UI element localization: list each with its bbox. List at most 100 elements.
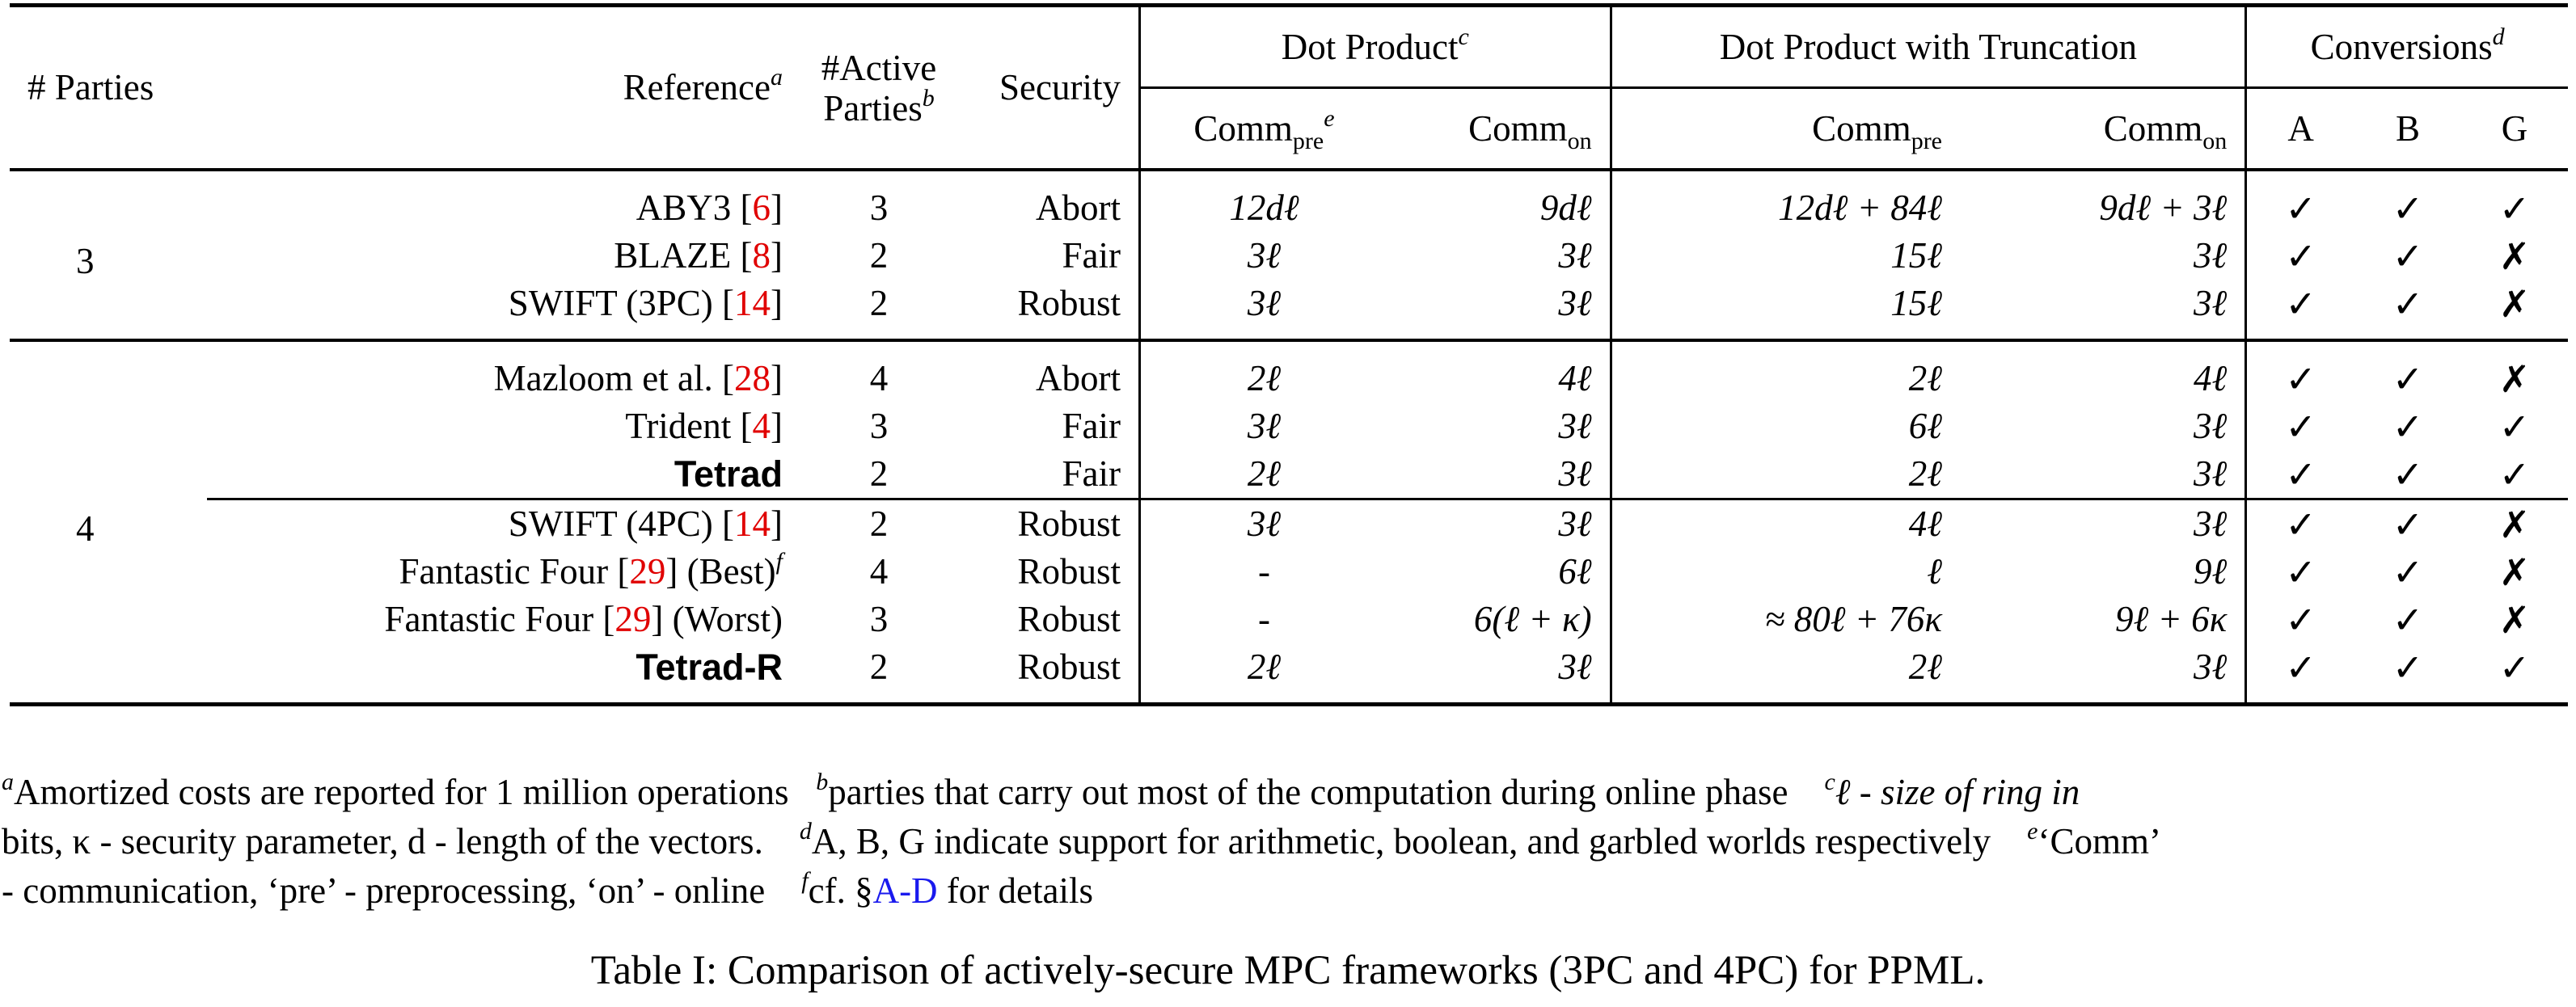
security-cell: Robust — [957, 643, 1140, 706]
active-parties-cell: 2 — [869, 453, 889, 494]
dot-product-pre-cell: - — [1138, 596, 1387, 643]
conv-b-mark: ✓ — [2392, 234, 2424, 278]
conv-a-mark: ✓ — [2244, 402, 2355, 450]
active-parties-cell: 2 — [869, 283, 889, 323]
dot-trunc-pre-cell: 6ℓ — [1609, 402, 1991, 450]
parties-cell: 4 — [10, 339, 207, 706]
dot-product-pre-cell: - — [1138, 548, 1387, 596]
dot-trunc-pre-cell: 4ℓ — [1609, 498, 1991, 548]
header-conv-b: B — [2354, 87, 2461, 171]
dot-product-on-cell: 6(ℓ + κ) — [1473, 599, 1592, 639]
reference-cell: ABY3 [6] — [636, 187, 783, 228]
dot-product-pre-cell: 2ℓ — [1138, 643, 1387, 706]
reference-name: SWIFT (3PC) — [508, 283, 713, 323]
conv-a-mark: ✓ — [2244, 450, 2355, 499]
citation-link[interactable]: 8 — [752, 235, 771, 276]
citation-link[interactable]: 14 — [734, 504, 771, 544]
citation-link[interactable]: 4 — [752, 406, 771, 446]
conv-g-mark: ✗ — [2498, 234, 2531, 278]
dot-trunc-on-cell: 3ℓ — [2193, 235, 2228, 276]
table-row: SWIFT (4PC) [14] 2 Robust 3ℓ 3ℓ 4ℓ 3ℓ ✓ ✓ ✗ — [10, 498, 2568, 548]
dot-trunc-on-cell: 3ℓ — [2193, 406, 2228, 446]
header-security: Security — [957, 3, 1140, 171]
dot-trunc-pre-cell: 15ℓ — [1609, 280, 1991, 340]
table-row: Tetrad 2 Fair 2ℓ 3ℓ 2ℓ 3ℓ ✓ ✓ ✓ — [10, 450, 2568, 499]
table-row: Fantastic Four [29] (Best)f 4 Robust - 6ℓ ℓ 9ℓ… — [10, 548, 2568, 596]
reference-cell: Trident [4] — [625, 406, 783, 446]
dot-product-on-cell: 4ℓ — [1387, 339, 1611, 402]
conv-g-mark: ✗ — [2498, 550, 2531, 594]
dot-product-pre-cell: 12dℓ — [1138, 170, 1387, 232]
table-row: 4 Mazloom et al. [28] 4 Abort 2ℓ 4ℓ 2ℓ 4ℓ ✓ ✓ ✗ — [10, 339, 2568, 706]
table-row: SWIFT (3PC) [14] 2 Robust 3ℓ 3ℓ 15ℓ 3ℓ ✓ ✓ ✗ — [10, 280, 2568, 340]
security-cell: Abort — [957, 339, 1140, 402]
dot-trunc-pre-cell: ℓ — [1609, 548, 1991, 596]
active-parties-cell: 2 — [800, 643, 957, 706]
reference-cell: Tetrad-R — [207, 643, 800, 706]
footnote-line-1: aAmortized costs are reported for 1 mill… — [2, 769, 2080, 813]
security-cell: Robust — [1017, 551, 1121, 592]
reference-name: ABY3 — [636, 187, 732, 228]
active-parties-cell: 3 — [869, 187, 889, 228]
reference-name: Trident — [625, 406, 732, 446]
reference-name: SWIFT (4PC) — [508, 504, 713, 544]
section-link[interactable]: A-D — [872, 870, 938, 911]
reference-name: Tetrad — [674, 453, 783, 495]
conv-b-mark: ✓ — [2392, 550, 2424, 594]
security-cell: Fair — [1062, 453, 1121, 494]
reference-name: Tetrad-R — [636, 646, 783, 688]
citation-link[interactable]: 28 — [734, 358, 771, 398]
dot-trunc-on-cell: 9ℓ — [2193, 551, 2228, 592]
header-conv-g: G — [2460, 87, 2568, 171]
footnotes: aAmortized costs are reported for 1 mill… — [2, 768, 2560, 916]
header-active-parties: #Active Partiesb — [800, 3, 957, 171]
citation-link[interactable]: 6 — [752, 187, 771, 228]
dot-trunc-on-cell: 3ℓ — [2193, 453, 2228, 494]
dot-product-on-cell: 3ℓ — [1558, 453, 1592, 494]
header-dp-comm-pre: Commpree — [1138, 87, 1387, 171]
citation-link[interactable]: 14 — [734, 283, 771, 323]
header-dt-comm-pre: Commpre — [1609, 87, 1991, 171]
reference-name: Mazloom et al. — [493, 358, 713, 398]
conv-b-mark: ✓ — [2354, 339, 2461, 402]
conv-a-mark: ✓ — [2244, 232, 2355, 280]
active-parties-cell: 4 — [869, 551, 889, 592]
dot-trunc-pre-cell: 2ℓ — [1609, 450, 1991, 499]
citation-link[interactable]: 29 — [614, 599, 652, 639]
security-cell: Robust — [1017, 599, 1121, 639]
comparison-table: # Parties Referencea #Active Partiesb Sec… — [10, 3, 2568, 706]
conv-b-mark: ✓ — [2392, 186, 2424, 230]
conv-g-mark: ✓ — [2498, 404, 2531, 449]
reference-cell: Tetrad — [207, 450, 800, 499]
dot-product-pre-cell: 3ℓ — [1138, 498, 1387, 548]
header-dp-comm-on: Common — [1387, 87, 1611, 171]
security-cell: Fair — [1062, 235, 1121, 276]
dot-trunc-pre-cell: 12dℓ + 84ℓ — [1609, 170, 1991, 232]
dot-trunc-on-cell: 9dℓ + 3ℓ — [2099, 187, 2228, 228]
citation-link[interactable]: 29 — [629, 551, 666, 592]
dot-trunc-pre-cell: 2ℓ — [1609, 643, 1991, 706]
footnote-mark: f — [775, 548, 783, 575]
table-row: BLAZE [8] 2 Fair 3ℓ 3ℓ 15ℓ 3ℓ ✓ ✓ ✗ — [10, 232, 2568, 280]
reference-name: Fantastic Four — [384, 599, 594, 639]
reference-cell: BLAZE [8] — [614, 235, 783, 276]
conv-b-mark: ✓ — [2354, 643, 2461, 706]
table-body: 3 ABY3 [6] 3 Abort 12dℓ 9dℓ 12dℓ + 84ℓ 9dℓ + 3ℓ… — [10, 170, 2568, 706]
header-dot-product: Dot Productc — [1138, 3, 1611, 89]
conv-b-mark: ✓ — [2392, 452, 2424, 496]
active-parties-cell: 3 — [869, 406, 889, 446]
header-dt-comm-on: Common — [1991, 87, 2246, 171]
conv-a-mark: ✓ — [2244, 280, 2355, 340]
reference-cell: Mazloom et al. [28] — [207, 339, 800, 402]
conv-a-mark: ✓ — [2244, 643, 2355, 706]
security-cell: Abort — [1036, 187, 1121, 228]
dot-product-on-cell: 3ℓ — [1558, 235, 1592, 276]
dot-product-on-cell: 3ℓ — [1558, 406, 1592, 446]
dot-trunc-on-cell: 3ℓ — [1991, 643, 2246, 706]
parties-cell: 3 — [76, 241, 95, 281]
conv-g-mark: ✗ — [2460, 498, 2568, 548]
conv-g-mark: ✓ — [2460, 643, 2568, 706]
reference-cell: SWIFT (4PC) [14] — [207, 498, 800, 548]
dot-product-on-cell: 3ℓ — [1387, 498, 1611, 548]
dot-product-pre-cell: 2ℓ — [1138, 339, 1387, 402]
